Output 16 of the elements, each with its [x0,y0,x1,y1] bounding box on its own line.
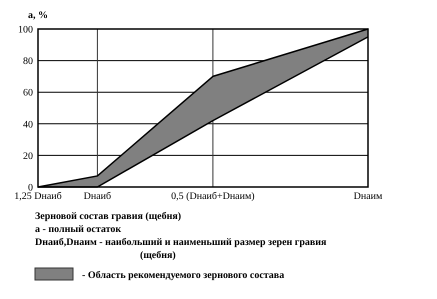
y-tick-label: 60 [23,88,33,99]
y-tick-label: 20 [23,150,33,162]
y-tick-label: 80 [23,56,33,68]
y-tick-label: 100 [18,24,33,36]
x-tick-label: Dнаим [354,191,384,202]
legend-label: - Область рекомендуемого зернового состава [82,270,284,281]
y-axis-title: а, % [28,10,48,21]
text: Dнаиб,Dнаим - наибольший и наименьший размер зерен гравия [35,237,328,248]
text: (щебня) [140,250,176,261]
x-tick-label: 0,5 (Dнаиб+Dнаим) [171,191,255,202]
y-tick-label: 40 [23,119,33,130]
y-tick-label: 0 [28,182,33,194]
x-tick-label: Dнаиб [84,191,112,202]
text: а - полный остаток [35,224,122,235]
x-tick-label: 1,25 Dнаиб [14,191,62,202]
text: Зерновой состав гравия (щебня) [35,211,182,222]
